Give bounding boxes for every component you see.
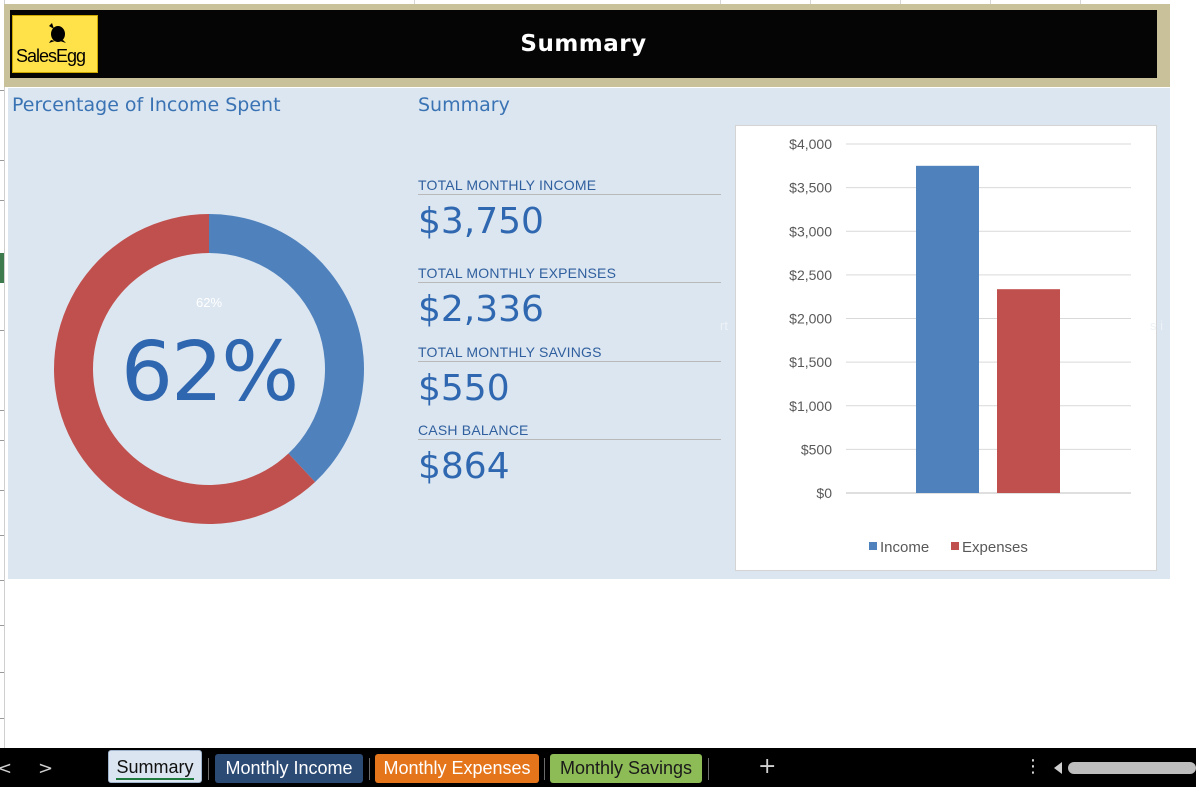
row-tick — [0, 580, 4, 581]
salesegg-logo: SalesEgg — [12, 15, 98, 73]
y-tick-label: $3,000 — [789, 223, 832, 239]
y-tick-label: $0 — [816, 485, 832, 501]
kpi-income-value: $3,750 — [418, 201, 544, 242]
more-options-icon[interactable]: ⋮ — [1024, 756, 1042, 777]
kpi-cash-label: CASH BALANCE — [418, 422, 721, 440]
tab-separator — [708, 758, 709, 780]
y-tick-label: $2,000 — [789, 311, 832, 327]
add-sheet-icon[interactable]: + — [758, 754, 777, 779]
tab-monthly-income[interactable]: Monthly Income — [215, 754, 363, 783]
row-header-strip — [0, 0, 5, 748]
donut-data-label: 62% — [195, 295, 223, 310]
kpi-savings-label: TOTAL MONTHLY SAVINGS — [418, 344, 721, 362]
horizontal-scrollbar[interactable] — [1068, 762, 1196, 774]
row-tick — [0, 490, 4, 491]
row-tick — [0, 718, 4, 719]
donut-section-title: Percentage of Income Spent — [12, 94, 281, 116]
kpi-cash-value: $864 — [418, 446, 510, 487]
y-tick-label: $500 — [801, 441, 832, 457]
column-gridline — [900, 0, 901, 6]
y-tick-label: $1,500 — [789, 354, 832, 370]
legend-label: Expenses — [962, 539, 1028, 556]
tab-summary-label: Summary — [116, 757, 194, 780]
row-tick — [0, 440, 4, 441]
bar-chart-svg: $0 $500 $1,000 $1,500 $2,000 $2,500 $3,000 $3,5… — [789, 136, 1131, 556]
column-gridline — [414, 0, 415, 6]
y-tick-label: $1,000 — [789, 398, 832, 414]
row-tick — [0, 160, 4, 161]
donut-center-value: 62% — [120, 325, 299, 420]
row-tick — [0, 672, 4, 673]
page-title: Summary — [520, 31, 647, 57]
y-tick-label: $4,000 — [789, 136, 832, 152]
next-sheet-icon[interactable]: > — [38, 758, 54, 779]
column-gridline — [990, 0, 991, 6]
bar-income[interactable] — [916, 165, 979, 493]
tab-separator — [544, 758, 545, 780]
column-gridline — [720, 0, 721, 6]
row-tick — [0, 625, 4, 626]
donut-slice[interactable] — [53, 214, 316, 524]
scroll-left-icon[interactable] — [1054, 762, 1062, 774]
column-gridline — [810, 0, 811, 6]
hidden-cell-text: s i — [1150, 318, 1163, 333]
logo-text: SalesEgg — [16, 46, 86, 66]
row-tick — [0, 535, 4, 536]
legend-swatch — [951, 542, 959, 550]
donut-chart-svg — [53, 214, 364, 524]
dashboard-panel: Percentage of Income Spent Summary 62% 6… — [8, 88, 1170, 579]
kpi-expenses-label: TOTAL MONTHLY EXPENSES — [418, 265, 721, 283]
header-frame: Summary SalesEgg — [4, 4, 1170, 87]
prev-sheet-icon[interactable]: < — [0, 758, 13, 779]
donut-chart[interactable]: 62% 62% — [53, 213, 365, 525]
donut-slice[interactable] — [209, 214, 364, 482]
tab-separator — [369, 758, 370, 780]
y-tick-label: $2,500 — [789, 267, 832, 283]
y-tick-label: $3,500 — [789, 180, 832, 196]
tab-separator — [208, 758, 209, 780]
summary-section-title: Summary — [418, 94, 510, 116]
hidden-cell-text: rt — [720, 318, 728, 333]
legend-label: Income — [880, 539, 929, 556]
legend-swatch — [869, 542, 877, 550]
header-bar: Summary SalesEgg — [10, 10, 1157, 78]
tab-summary[interactable]: Summary — [108, 750, 202, 783]
selected-row-indicator — [0, 253, 4, 283]
egg-bird-icon — [49, 23, 66, 43]
row-tick — [0, 90, 4, 91]
kpi-expenses-value: $2,336 — [418, 289, 544, 330]
tab-monthly-expenses[interactable]: Monthly Expenses — [375, 754, 539, 783]
tab-monthly-savings[interactable]: Monthly Savings — [550, 754, 702, 783]
kpi-savings-value: $550 — [418, 368, 510, 409]
column-gridline — [1080, 0, 1081, 6]
row-tick — [0, 410, 4, 411]
kpi-income-label: TOTAL MONTHLY INCOME — [418, 177, 721, 195]
row-tick — [0, 200, 4, 201]
row-tick — [0, 330, 4, 331]
bar-chart[interactable]: $0 $500 $1,000 $1,500 $2,000 $2,500 $3,000 $3,5… — [735, 125, 1157, 571]
bar-expenses[interactable] — [997, 289, 1060, 493]
